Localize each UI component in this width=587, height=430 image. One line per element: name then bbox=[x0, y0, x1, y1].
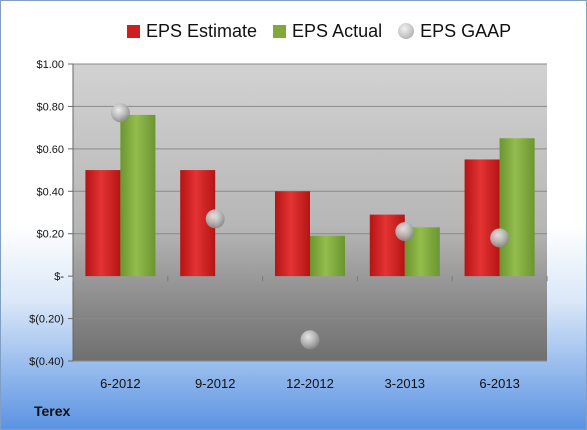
legend-item-eps-estimate: EPS Estimate bbox=[127, 21, 257, 42]
bar-eps-estimate bbox=[464, 159, 500, 277]
legend-label-eps-gaap: EPS GAAP bbox=[420, 20, 512, 41]
y-tick-label: $0.60 bbox=[36, 144, 64, 156]
x-tick-label: 6-2012 bbox=[100, 376, 140, 391]
y-tick-label: $1.00 bbox=[36, 59, 64, 71]
bar-eps-actual bbox=[499, 138, 535, 277]
point-eps-gaap bbox=[300, 330, 320, 350]
bar-eps-actual bbox=[310, 235, 345, 277]
point-eps-gaap bbox=[395, 222, 415, 242]
y-tick-label: $- bbox=[54, 271, 64, 283]
y-tick-label: $0.40 bbox=[36, 186, 64, 198]
x-tick-label: 6-2013 bbox=[479, 376, 519, 391]
point-eps-gaap bbox=[205, 209, 225, 229]
legend-item-eps-actual: EPS Actual bbox=[273, 21, 382, 42]
point-eps-gaap bbox=[110, 103, 130, 123]
legend-swatch-eps-actual bbox=[273, 24, 287, 38]
x-tick-label: 12-2012 bbox=[286, 376, 334, 391]
x-tick-label: 3-2013 bbox=[385, 376, 425, 391]
legend-swatch-eps-estimate bbox=[127, 24, 140, 38]
y-tick-label: $0.80 bbox=[36, 101, 64, 113]
y-tick-label: $(0.20) bbox=[29, 314, 64, 326]
x-tick-label: 9-2012 bbox=[195, 376, 235, 391]
chart-legend: EPS Estimate EPS Actual EPS GAAP bbox=[127, 17, 511, 45]
point-eps-gaap bbox=[490, 228, 510, 248]
y-tick-label: $(0.40) bbox=[29, 356, 64, 368]
legend-label-eps-estimate: EPS Estimate bbox=[146, 20, 258, 41]
legend-swatch-eps-gaap bbox=[398, 23, 415, 39]
legend-item-eps-gaap: EPS GAAP bbox=[398, 21, 511, 42]
y-tick-label: $0.20 bbox=[36, 229, 64, 241]
bar-eps-estimate bbox=[85, 170, 121, 277]
bar-eps-actual bbox=[120, 114, 156, 277]
legend-label-eps-actual: EPS Actual bbox=[292, 20, 383, 41]
bar-eps-estimate bbox=[275, 191, 310, 277]
company-name: Terex bbox=[34, 403, 71, 419]
